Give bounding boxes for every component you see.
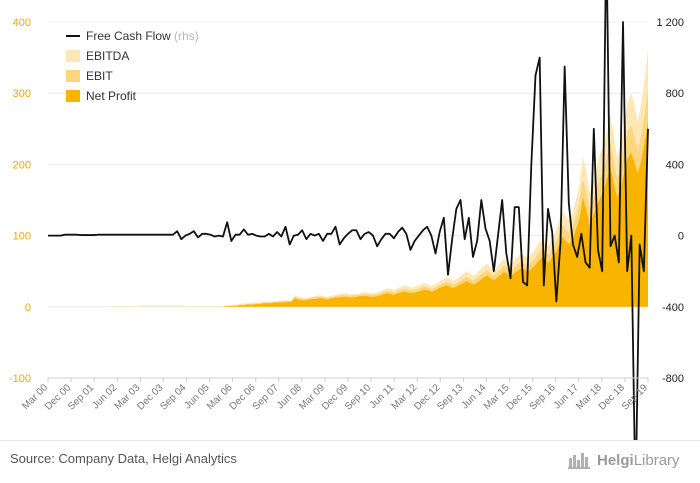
x-axis-tick: Sep 07	[251, 382, 281, 412]
legend-suffix: (rhs)	[171, 29, 199, 43]
legend: Free Cash Flow (rhs) EBITDA EBIT Net Profit	[66, 29, 199, 103]
fcf-line-series	[48, 0, 649, 440]
x-axis-tick: Sep 19	[620, 382, 650, 412]
right-axis-tick: -400	[662, 302, 684, 314]
left-axis-tick: 400	[13, 17, 31, 29]
x-axis-tick: Sep 16	[528, 382, 558, 412]
legend-label: EBITDA	[86, 49, 129, 63]
right-axis-tick: 1 200	[656, 17, 684, 29]
area-series	[48, 50, 648, 307]
x-axis-tick: Sep 04	[158, 382, 188, 412]
logo-text: HelgiLibrary	[597, 451, 680, 469]
legend-label: Net Profit	[86, 89, 137, 103]
library-building-icon	[568, 453, 590, 469]
legend-swatch-area	[66, 90, 80, 102]
left-axis-tick: 300	[13, 88, 31, 100]
right-axis-tick: 400	[666, 159, 684, 171]
left-axis-tick: 200	[13, 159, 31, 171]
area-net-profit	[48, 121, 648, 307]
x-axis-tick: Sep 01	[66, 382, 96, 412]
legend-label: Free Cash Flow (rhs)	[86, 29, 199, 43]
gridlines	[48, 21, 648, 379]
legend-swatch-area	[66, 70, 80, 82]
left-axis-tick: -100	[9, 373, 31, 385]
left-axis-tick: 0	[25, 302, 31, 314]
x-axis-tick: Sep 13	[435, 382, 465, 412]
right-axis-tick: 0	[678, 231, 684, 243]
legend-label: EBIT	[86, 69, 113, 83]
line-free-cash-flow	[48, 0, 649, 440]
helgi-library-logo: HelgiLibrary	[568, 448, 693, 472]
legend-swatch-area	[66, 50, 80, 62]
footer-divider	[0, 440, 700, 441]
right-axis-tick: 800	[666, 88, 684, 100]
right-axis-tick: -800	[662, 373, 684, 385]
source-note: Source: Company Data, Helgi Analytics	[10, 451, 237, 466]
left-axis-tick: 100	[13, 231, 31, 243]
x-axis-tick: Sep 10	[343, 382, 373, 412]
